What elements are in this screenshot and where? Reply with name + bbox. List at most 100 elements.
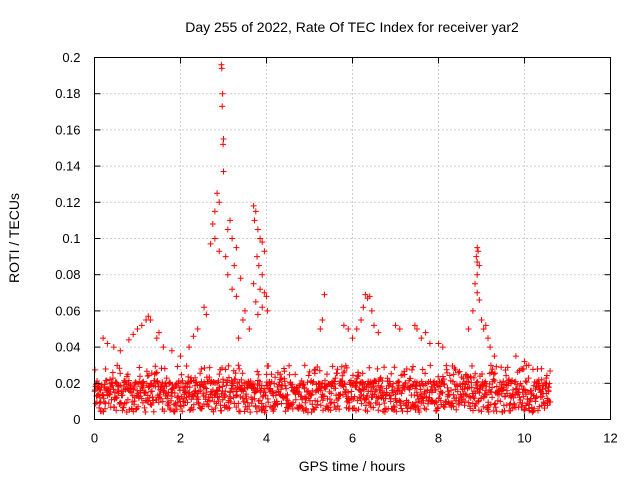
data-point xyxy=(487,344,494,351)
data-point xyxy=(360,304,367,311)
data-point xyxy=(543,380,549,387)
data-point xyxy=(282,382,289,389)
data-point xyxy=(259,304,266,311)
data-point xyxy=(173,406,180,413)
data-point xyxy=(252,403,259,410)
data-point xyxy=(263,293,270,300)
data-point xyxy=(306,368,313,375)
data-point xyxy=(103,377,110,384)
data-point xyxy=(161,408,168,415)
data-point xyxy=(243,395,250,402)
data-point xyxy=(101,381,108,388)
data-point xyxy=(310,378,317,385)
data-point xyxy=(472,280,478,287)
data-point xyxy=(363,402,369,409)
data-point xyxy=(135,403,142,410)
data-point xyxy=(393,408,400,415)
data-point xyxy=(439,389,446,396)
data-point xyxy=(252,298,259,305)
data-point xyxy=(538,402,545,409)
data-point xyxy=(450,403,457,410)
data-points xyxy=(91,61,554,416)
data-point xyxy=(517,397,524,403)
data-point xyxy=(159,379,166,386)
data-point xyxy=(411,322,418,329)
data-point xyxy=(178,403,185,410)
data-point xyxy=(124,371,131,378)
data-point xyxy=(454,388,461,395)
data-point xyxy=(321,291,328,298)
data-point xyxy=(355,406,362,413)
data-point xyxy=(110,386,117,393)
data-point xyxy=(403,366,410,372)
data-point xyxy=(547,399,554,405)
data-point xyxy=(531,405,538,412)
data-point xyxy=(201,365,208,371)
data-point xyxy=(529,409,536,416)
data-point xyxy=(381,400,388,407)
data-point xyxy=(242,307,248,314)
data-point xyxy=(180,402,187,409)
data-point xyxy=(164,392,171,399)
data-point xyxy=(179,408,186,415)
data-point xyxy=(265,399,272,406)
data-point xyxy=(226,404,233,411)
data-point xyxy=(271,406,277,413)
data-point xyxy=(488,388,495,395)
data-point xyxy=(130,331,137,338)
data-point xyxy=(432,387,439,393)
data-point xyxy=(104,340,111,347)
data-point xyxy=(156,329,162,336)
data-point xyxy=(492,404,499,411)
data-point xyxy=(423,406,430,413)
data-point xyxy=(167,406,174,413)
data-point xyxy=(317,326,324,332)
data-point xyxy=(253,408,260,415)
data-point xyxy=(453,406,460,413)
data-point xyxy=(490,376,497,383)
data-point xyxy=(100,335,107,342)
data-point xyxy=(113,407,120,414)
data-point xyxy=(353,383,360,390)
data-point xyxy=(445,388,452,395)
data-point xyxy=(538,365,545,372)
data-point xyxy=(314,364,321,370)
data-point xyxy=(238,376,245,383)
data-point xyxy=(240,387,247,394)
data-point xyxy=(402,379,409,386)
data-point xyxy=(435,340,442,347)
data-point xyxy=(387,398,394,405)
data-point xyxy=(195,396,202,403)
data-point xyxy=(547,368,554,374)
data-point xyxy=(215,378,222,384)
data-point xyxy=(164,395,171,402)
data-point xyxy=(362,291,369,298)
data-point xyxy=(247,409,254,416)
data-point xyxy=(215,398,222,405)
data-point xyxy=(211,235,218,242)
data-point xyxy=(334,397,340,403)
data-point xyxy=(117,382,124,389)
data-point xyxy=(496,391,502,398)
data-point xyxy=(357,395,364,402)
data-point xyxy=(134,326,141,332)
data-point xyxy=(321,393,327,399)
data-point xyxy=(433,399,440,406)
y-axis-label: ROTI / TECUs xyxy=(6,193,22,283)
data-point xyxy=(362,396,369,403)
y-tick-label: 0.2 xyxy=(62,50,80,65)
data-point xyxy=(440,376,447,383)
data-point xyxy=(214,190,221,197)
data-point xyxy=(465,378,472,385)
data-point xyxy=(292,396,299,403)
data-point xyxy=(184,399,191,406)
data-point xyxy=(137,373,143,380)
y-tick-label: 0 xyxy=(73,412,80,427)
data-point xyxy=(235,362,242,369)
data-point xyxy=(437,397,444,404)
y-tick-label: 0.04 xyxy=(55,340,80,355)
data-point xyxy=(117,347,124,354)
data-point xyxy=(255,371,262,378)
data-point xyxy=(350,372,356,379)
data-point xyxy=(525,362,532,369)
